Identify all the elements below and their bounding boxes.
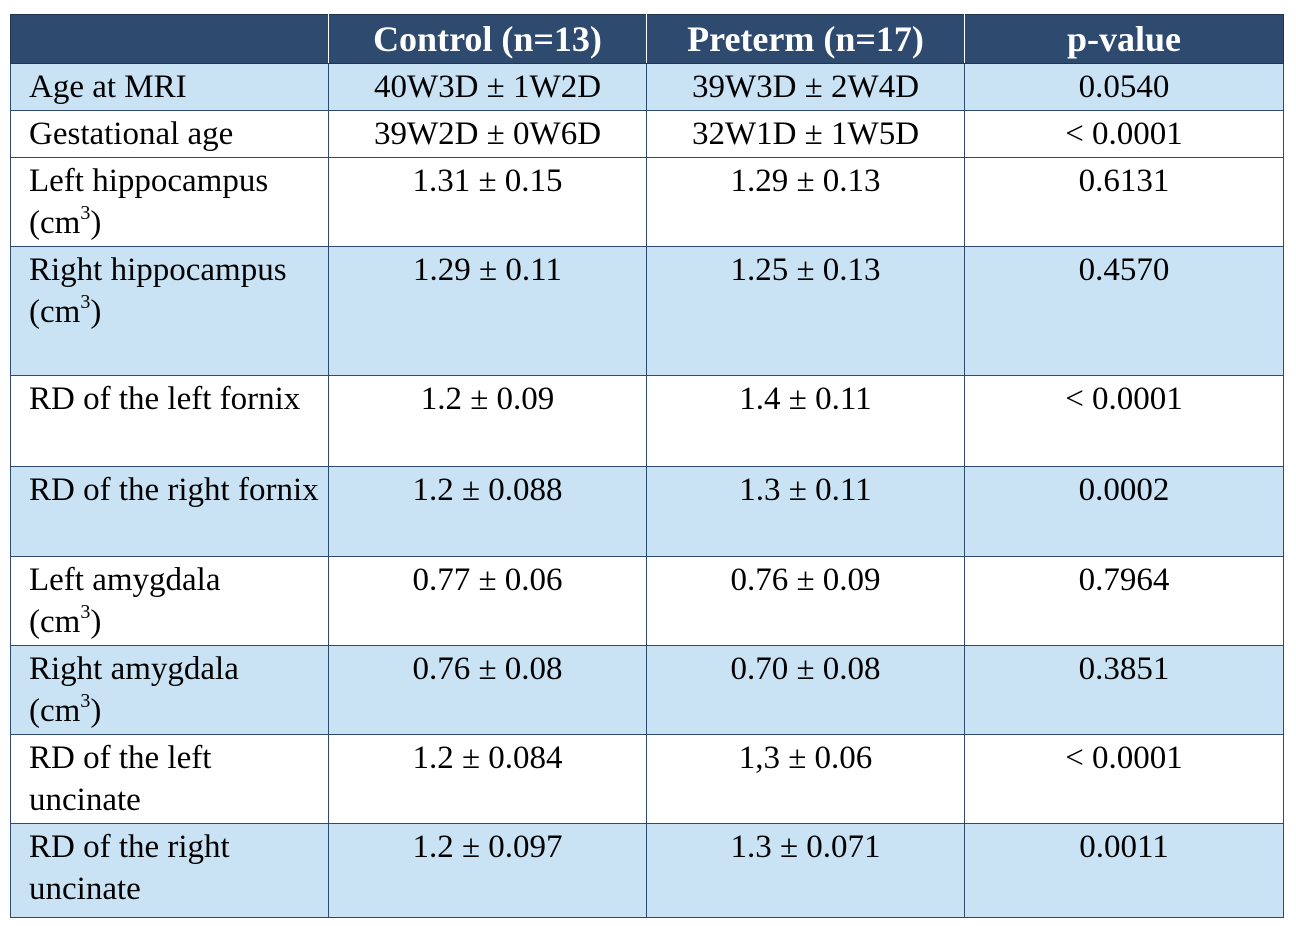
table-row: Right hippocampus (cm3) 1.29 ± 0.11 1.25 … xyxy=(10,246,1284,376)
p-value-cell: < 0.0001 xyxy=(964,734,1284,824)
p-value-cell: < 0.0001 xyxy=(964,110,1284,158)
control-cell: 1.29 ± 0.11 xyxy=(328,246,647,376)
p-value-cell: 0.4570 xyxy=(964,246,1284,376)
row-label-text: RD of the left uncinate xyxy=(29,740,212,818)
unit-label: (cm3) xyxy=(29,690,102,729)
preterm-cell: 1,3 ± 0.06 xyxy=(646,734,965,824)
table-row: RD of the left fornix 1.2 ± 0.09 1.4 ± 0… xyxy=(10,375,1284,467)
control-cell: 1.2 ± 0.084 xyxy=(328,734,647,824)
p-value-cell: 0.0540 xyxy=(964,63,1284,111)
unit-label: (cm3) xyxy=(29,601,102,640)
row-label: RD of the left uncinate xyxy=(10,734,329,824)
row-label-text: Right hippocampus xyxy=(29,252,287,288)
row-label-text: RD of the right uncinate xyxy=(29,829,230,907)
table-row: Left hippocampus (cm3) 1.31 ± 0.15 1.29 ±… xyxy=(10,157,1284,247)
row-label-text: Gestational age xyxy=(29,116,234,152)
row-label: Left hippocampus (cm3) xyxy=(10,157,329,247)
preterm-cell: 1.4 ± 0.11 xyxy=(646,375,965,467)
table-row: Right amygdala (cm3) 0.76 ± 0.08 0.70 ± 0… xyxy=(10,645,1284,735)
p-value-cell: < 0.0001 xyxy=(964,375,1284,467)
p-value-cell: 0.3851 xyxy=(964,645,1284,735)
control-cell: 1.2 ± 0.097 xyxy=(328,823,647,918)
control-cell: 1.2 ± 0.09 xyxy=(328,375,647,467)
control-cell: 0.77 ± 0.06 xyxy=(328,556,647,646)
unit-label: (cm3) xyxy=(29,291,102,330)
row-label: RD of the right uncinate xyxy=(10,823,329,918)
control-cell: 0.76 ± 0.08 xyxy=(328,645,647,735)
results-table: Control (n=13) Preterm (n=17) p-value Ag… xyxy=(10,14,1284,918)
preterm-cell: 1.25 ± 0.13 xyxy=(646,246,965,376)
table-row: Left amygdala (cm3) 0.77 ± 0.06 0.76 ± 0.… xyxy=(10,556,1284,646)
row-label: Gestational age xyxy=(10,110,329,158)
p-value-cell: 0.6131 xyxy=(964,157,1284,247)
row-label-text: Age at MRI xyxy=(29,69,187,105)
header-cell-p-value: p-value xyxy=(964,14,1284,64)
table-row: RD of the right fornix 1.2 ± 0.088 1.3 ±… xyxy=(10,466,1284,557)
p-value-cell: 0.0011 xyxy=(964,823,1284,918)
control-cell: 39W2D ± 0W6D xyxy=(328,110,647,158)
row-label-text: Right amygdala xyxy=(29,651,239,687)
preterm-cell: 1.3 ± 0.11 xyxy=(646,466,965,557)
table-row: Gestational age 39W2D ± 0W6D 32W1D ± 1W5… xyxy=(10,110,1284,158)
row-label: RD of the left fornix xyxy=(10,375,329,467)
table-row: Age at MRI 40W3D ± 1W2D 39W3D ± 2W4D 0.0… xyxy=(10,63,1284,111)
row-label: Right amygdala (cm3) xyxy=(10,645,329,735)
preterm-cell: 32W1D ± 1W5D xyxy=(646,110,965,158)
unit-label: (cm3) xyxy=(29,202,102,241)
row-label: Right hippocampus (cm3) xyxy=(10,246,329,376)
header-cell-control: Control (n=13) xyxy=(328,14,647,64)
header-cell-blank xyxy=(10,14,329,64)
row-label: RD of the right fornix xyxy=(10,466,329,557)
preterm-cell: 0.76 ± 0.09 xyxy=(646,556,965,646)
row-label: Age at MRI xyxy=(10,63,329,111)
row-label-text: Left amygdala xyxy=(29,562,221,598)
header-row: Control (n=13) Preterm (n=17) p-value xyxy=(10,14,1284,64)
p-value-cell: 0.7964 xyxy=(964,556,1284,646)
table-row: RD of the left uncinate 1.2 ± 0.084 1,3 … xyxy=(10,734,1284,824)
preterm-cell: 0.70 ± 0.08 xyxy=(646,645,965,735)
row-label: Left amygdala (cm3) xyxy=(10,556,329,646)
row-label-text: Left hippocampus xyxy=(29,163,269,199)
control-cell: 1.2 ± 0.088 xyxy=(328,466,647,557)
row-label-text: RD of the right fornix xyxy=(29,472,319,508)
control-cell: 1.31 ± 0.15 xyxy=(328,157,647,247)
table-row: RD of the right uncinate 1.2 ± 0.097 1.3… xyxy=(10,823,1284,918)
preterm-cell: 1.3 ± 0.071 xyxy=(646,823,965,918)
control-cell: 40W3D ± 1W2D xyxy=(328,63,647,111)
header-cell-preterm: Preterm (n=17) xyxy=(646,14,965,64)
preterm-cell: 39W3D ± 2W4D xyxy=(646,63,965,111)
preterm-cell: 1.29 ± 0.13 xyxy=(646,157,965,247)
p-value-cell: 0.0002 xyxy=(964,466,1284,557)
row-label-text: RD of the left fornix xyxy=(29,381,301,417)
